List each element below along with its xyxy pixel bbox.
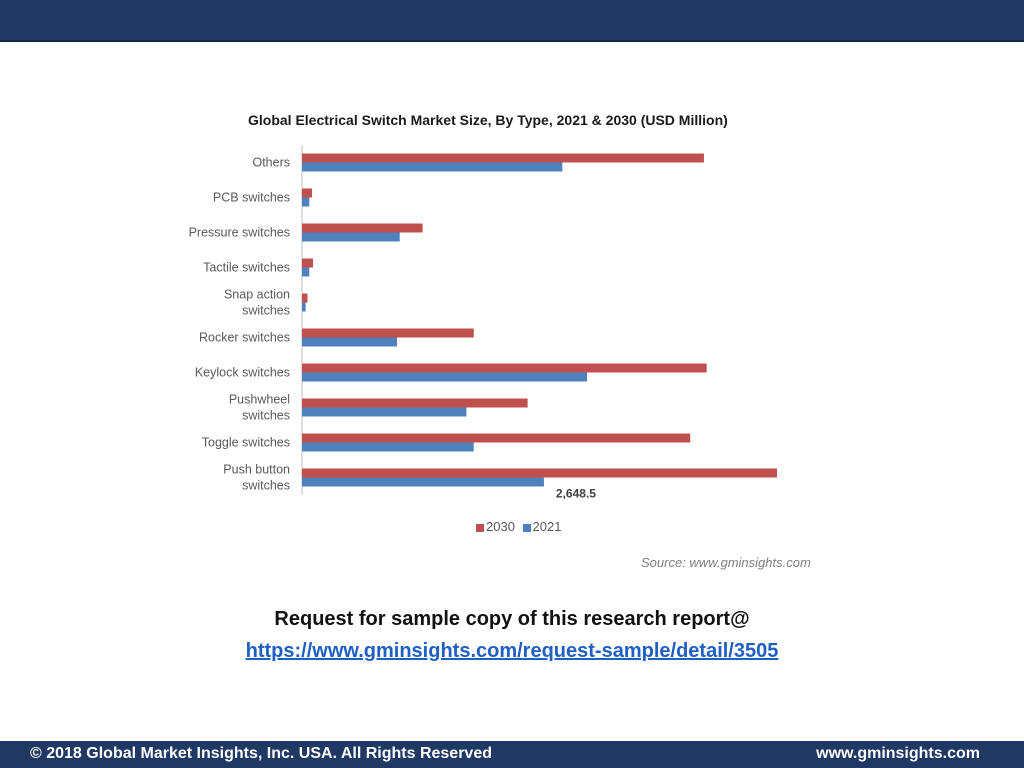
footer-copyright: © 2018 Global Market Insights, Inc. USA.… — [30, 745, 492, 762]
bar-2030-push-button-switches — [302, 468, 777, 478]
category-label-pressure-switches: Pressure switches — [189, 226, 290, 240]
category-label-toggle-switches: Toggle switches — [202, 436, 290, 450]
legend-item-2030: 2030 — [476, 519, 515, 534]
footer-website[interactable]: www.gminsights.com — [816, 745, 980, 762]
category-label-others: Others — [252, 156, 290, 170]
bar-2021-keylock-switches — [302, 372, 587, 382]
legend-label-2021: 2021 — [532, 519, 562, 534]
sample-request-link[interactable]: https://www.gminsights.com/request-sampl… — [245, 640, 779, 662]
bar-2021-pushwheel-switches — [302, 407, 467, 417]
bar-2030-tactile-switches — [302, 258, 313, 268]
bar-2021-tactile-switches — [302, 267, 310, 277]
bar-2021-pressure-switches — [302, 232, 400, 242]
data-label-push-button-switches: 2,648.5 — [556, 487, 596, 501]
bar-2030-toggle-switches — [302, 433, 691, 443]
bar-2030-others — [302, 153, 704, 163]
bar-2021-rocker-switches — [302, 337, 397, 347]
category-label-pcb-switches: PCB switches — [213, 191, 290, 205]
category-label-tactile-switches: Tactile switches — [203, 261, 290, 275]
legend-item-2021: 2021 — [522, 519, 562, 534]
bar-2030-keylock-switches — [302, 363, 707, 373]
bar-2030-rocker-switches — [302, 328, 474, 338]
bar-2030-pushwheel-switches — [302, 398, 528, 408]
bar-2021-push-button-switches — [302, 477, 544, 487]
footer-bar: © 2018 Global Market Insights, Inc. USA.… — [0, 741, 1024, 768]
bar-2021-pcb-switches — [302, 197, 310, 207]
top-banner — [0, 0, 1024, 42]
legend-label-2030: 2030 — [486, 519, 515, 534]
category-label-keylock-switches: Keylock switches — [195, 366, 290, 380]
bar-2021-others — [302, 162, 563, 172]
chart-title: Global Electrical Switch Market Size, By… — [248, 112, 728, 128]
bar-2021-snap-action-switches — [302, 302, 306, 312]
chart-legend: 2030 2021 — [476, 519, 565, 534]
category-label-snap-action-switches: Snap action switches — [224, 288, 290, 318]
legend-swatch-2021 — [522, 523, 531, 532]
bar-2030-snap-action-switches — [302, 293, 308, 303]
chart-source: Source: www.gminsights.com — [641, 555, 811, 570]
category-label-rocker-switches: Rocker switches — [199, 331, 290, 345]
bar-2030-pressure-switches — [302, 223, 423, 233]
bar-2030-pcb-switches — [302, 188, 313, 198]
legend-swatch-2030 — [476, 523, 484, 532]
bar-2021-toggle-switches — [302, 442, 474, 452]
category-label-push-button-switches: Push button switches — [223, 463, 290, 493]
category-label-pushwheel-switches: Pushwheel switches — [229, 393, 290, 423]
sample-request-text: Request for sample copy of this research… — [274, 608, 750, 630]
